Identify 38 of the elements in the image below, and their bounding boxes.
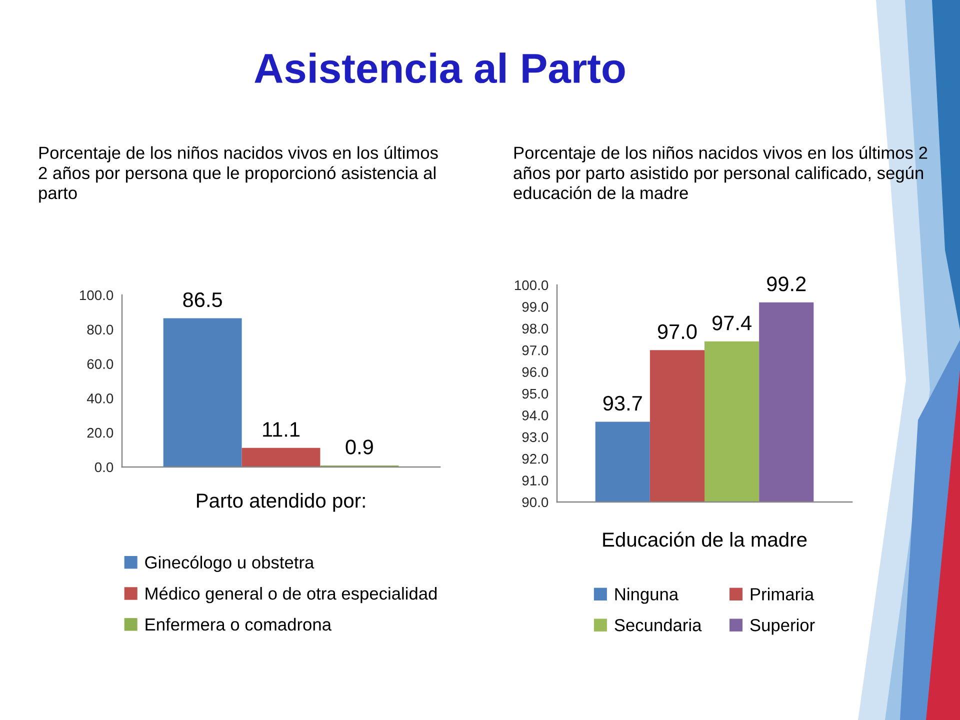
y-tick-label: 20.0 — [87, 428, 114, 438]
y-tick-label: 94.0 — [522, 410, 548, 420]
chart-subtitle: Porcentaje de los niños nacidos vivos en los últimos 2 años por persona que le proporcionó asistencia al parto — [38, 146, 438, 203]
legend-label: Ginecólogo u obstetra — [145, 556, 314, 572]
data-label: 97.0 — [658, 324, 697, 340]
y-tick-label: 96.0 — [522, 367, 548, 377]
y-tick-label: 99.0 — [522, 302, 548, 312]
data-label: 86.5 — [183, 292, 222, 308]
x-axis-title: Educación de la madre — [603, 532, 807, 547]
y-tick-label: 100.0 — [514, 280, 548, 290]
y-tick-label: 95.0 — [522, 388, 548, 399]
bar — [163, 318, 242, 467]
legend-label: Médico general o de otra especialidad — [146, 586, 437, 604]
y-tick-label: 0.0 — [94, 462, 114, 472]
data-label: 0.9 — [346, 440, 373, 454]
data-label: 97.4 — [712, 316, 752, 330]
y-tick-label: 80.0 — [87, 324, 114, 335]
y-tick-label: 100.0 — [80, 290, 114, 300]
y-tick-label: 91.0 — [522, 476, 548, 486]
legend-label: Enfermera o comadrona — [146, 618, 332, 631]
chart-title: Asistencia al Parto — [254, 52, 625, 84]
data-label: 99.2 — [767, 276, 806, 292]
y-tick-label: 98.0 — [522, 324, 548, 334]
y-tick-label: 40.0 — [86, 394, 114, 404]
bar — [242, 448, 320, 467]
y-tick-label: 60.0 — [87, 359, 114, 369]
legend-label: Secundaria — [614, 618, 702, 632]
data-label: 11.1 — [263, 422, 300, 437]
y-tick-label: 90.0 — [522, 497, 548, 508]
legend-label: Primaria — [750, 588, 814, 600]
legend-label: Superior — [750, 618, 815, 635]
y-tick-label: 97.0 — [522, 345, 548, 356]
chart-subtitle: Porcentaje de los niños nacidos vivos en los últimos 2 años por parto asistido por personal calificado, según educación de la madre — [514, 146, 928, 200]
y-tick-label: 93.0 — [522, 432, 548, 442]
x-axis-title: Parto atendido por: — [197, 493, 365, 512]
y-tick-label: 92.0 — [522, 454, 548, 464]
data-label: 93.7 — [603, 396, 642, 411]
legend-label: Ninguna — [615, 588, 679, 604]
